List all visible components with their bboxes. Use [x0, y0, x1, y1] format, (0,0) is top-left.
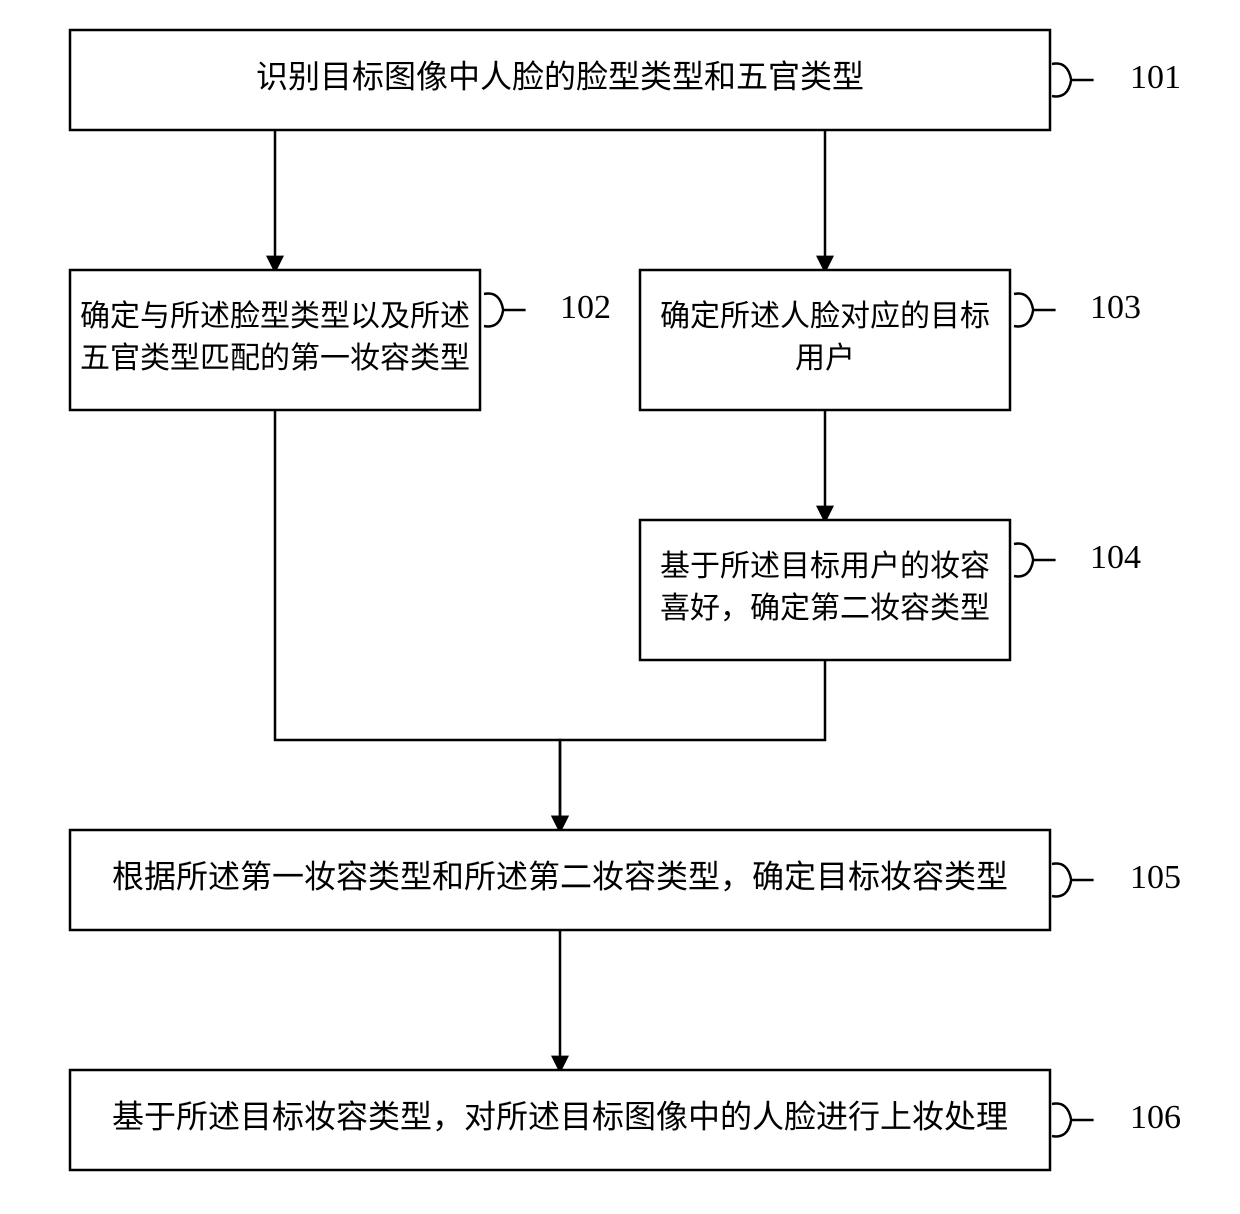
brace-n103: [1014, 294, 1056, 327]
brace-n102: [484, 294, 526, 327]
label-n101: 101: [1130, 59, 1181, 96]
brace-n106: [1052, 1104, 1094, 1137]
node-text-n104-line0: 基于所述目标用户的妆容: [660, 550, 990, 583]
label-n105: 105: [1130, 859, 1181, 896]
node-n102: [70, 270, 480, 410]
node-text-n102-line0: 确定与所述脸型类型以及所述: [80, 300, 470, 333]
brace-n104: [1014, 544, 1056, 577]
flowchart-diagram: 识别目标图像中人脸的脸型类型和五官类型 101 确定与所述脸型类型以及所述五官类型匹…: [0, 0, 1240, 1214]
node-text-n106-line0: 基于所述目标妆容类型，对所述目标图像中的人脸进行上妆处理: [112, 1098, 1008, 1134]
edge-e104-105: [560, 660, 825, 830]
edge-e102-105: [275, 410, 560, 830]
node-text-n102-line1: 五官类型匹配的第一妆容类型: [80, 342, 470, 375]
node-text-n105-line0: 根据所述第一妆容类型和所述第二妆容类型，确定目标妆容类型: [112, 858, 1008, 894]
node-text-n103-line1: 用户: [795, 342, 855, 375]
brace-n101: [1052, 64, 1094, 97]
label-n102: 102: [560, 289, 611, 326]
node-text-n103-line0: 确定所述人脸对应的目标: [660, 300, 990, 333]
node-n103: [640, 270, 1010, 410]
node-n104: [640, 520, 1010, 660]
label-n103: 103: [1090, 289, 1141, 326]
brace-n105: [1052, 864, 1094, 897]
label-n106: 106: [1130, 1099, 1181, 1136]
node-text-n101-line0: 识别目标图像中人脸的脸型类型和五官类型: [256, 58, 864, 94]
label-n104: 104: [1090, 539, 1141, 576]
node-text-n104-line1: 喜好，确定第二妆容类型: [660, 592, 990, 625]
